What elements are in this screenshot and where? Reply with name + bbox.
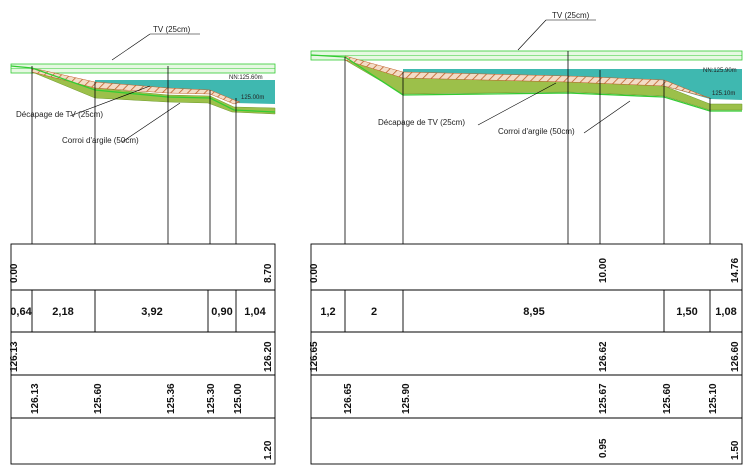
project-level: 125.30 — [206, 383, 217, 414]
tv-label: TV (25cm) — [153, 25, 191, 34]
partial-distance: 3,92 — [141, 306, 162, 318]
bottom-level-label: 125.00m — [241, 95, 264, 101]
water-level-label: NN:125.90m — [703, 68, 737, 74]
partial-distance: 2,18 — [52, 306, 73, 318]
tv-label: TV (25cm) — [552, 11, 590, 20]
project-level: 125.00 — [233, 383, 244, 414]
partial-distance: 1,2 — [320, 306, 335, 318]
terrain-level-start: 126.65 — [309, 341, 320, 372]
terrain-level-end: 126.60 — [730, 341, 741, 372]
corroi-label: Corroi d'argile (50cm) — [62, 136, 139, 145]
partial-distance: 2 — [371, 306, 377, 318]
profile-right: TV (25cm) Décapage de TV (25cm) Corroi d… — [309, 11, 743, 465]
distance-start: 0.00 — [309, 263, 320, 283]
section-lines — [31, 66, 237, 244]
distance-end: 14.76 — [730, 258, 741, 283]
project-level: 125.10 — [708, 383, 719, 414]
partial-distance: 0,90 — [211, 306, 232, 318]
section-lines — [344, 51, 711, 244]
terrain-level-end: 126.20 — [263, 341, 274, 372]
project-level: 125.36 — [166, 383, 177, 414]
depth-value: 1.20 — [263, 440, 274, 460]
project-level: 126.65 — [343, 383, 354, 414]
profile-left: TV (25cm) Décapage de TV (25cm) Corroi d… — [9, 25, 276, 465]
partial-distance: 0,64 — [10, 306, 32, 318]
project-level: 125.60 — [662, 383, 673, 414]
bottom-level-label: 125.10m — [712, 91, 735, 97]
project-level: 126.13 — [30, 383, 41, 414]
partial-distance: 1,04 — [244, 306, 266, 318]
distance-mid: 10.00 — [598, 258, 609, 283]
partial-distance: 8,95 — [523, 306, 544, 318]
project-level: 125.67 — [598, 383, 609, 414]
distance-start: 0.00 — [9, 263, 20, 283]
corroi-label: Corroi d'argile (50cm) — [498, 127, 575, 136]
terrain-level-mid: 126.62 — [598, 341, 609, 372]
project-level: 125.90 — [401, 383, 412, 414]
depth-value: 0.95 — [598, 438, 609, 458]
decapage-label: Décapage de TV (25cm) — [378, 118, 465, 127]
terrain-level-start: 126.13 — [9, 341, 20, 372]
data-table-left — [10, 243, 276, 465]
decapage-layer — [31, 67, 241, 105]
data-table-right — [310, 243, 743, 465]
partial-distance: 1,08 — [715, 306, 736, 318]
decapage-label: Décapage de TV (25cm) — [16, 110, 103, 119]
water-level-label: NN:125.60m — [229, 75, 263, 81]
distance-end: 8.70 — [263, 263, 274, 283]
partial-distance: 1,50 — [676, 306, 697, 318]
project-level: 125.60 — [93, 383, 104, 414]
depth-value: 1.50 — [730, 440, 741, 460]
